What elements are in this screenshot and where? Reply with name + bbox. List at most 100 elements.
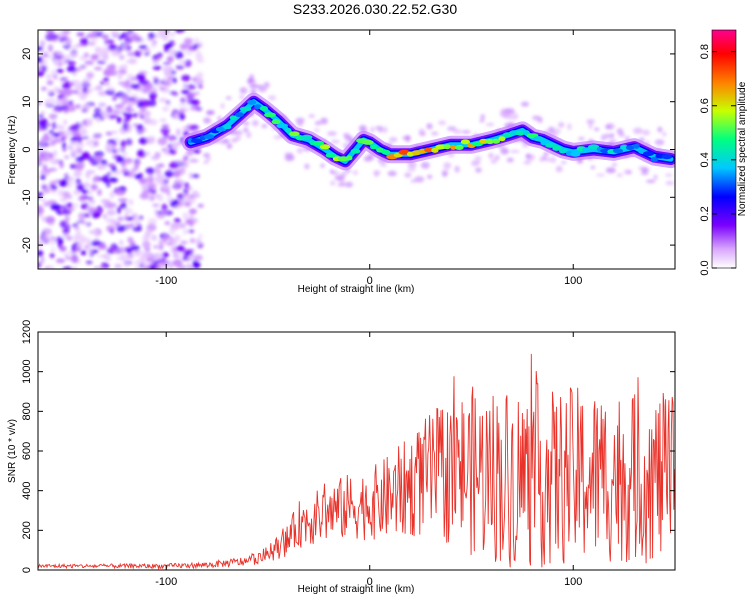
noise-speck [42,65,47,73]
noise-speck [105,131,113,136]
noise-speck [66,65,77,73]
noise-speck [48,129,54,136]
noise-speck [173,251,180,259]
noise-speck [154,151,161,158]
noise-speck [170,32,175,37]
noise-speck [314,120,322,126]
noise-speck [139,115,145,119]
noise-speck [128,199,134,206]
noise-speck [87,88,92,95]
noise-speck [596,173,606,177]
colorbar-tick-label: 0.4 [699,152,711,167]
noise-speck [155,163,165,168]
noise-speck [71,244,77,253]
noise-speck [163,233,169,242]
noise-speck [94,107,102,116]
ridge-point [559,148,568,154]
noise-speck [54,139,61,143]
noise-speck [438,120,447,126]
noise-speck [180,97,186,104]
noise-speck [144,248,151,252]
noise-speck [159,118,167,123]
noise-speck [86,33,96,39]
noise-speck [130,77,139,81]
noise-speck [239,87,248,94]
noise-speck [90,54,99,61]
noise-speck [38,56,43,63]
y-tick-label: 600 [21,442,33,460]
noise-speck [165,100,171,104]
noise-speck [192,260,198,264]
noise-speck [46,265,55,269]
noise-speck [130,84,140,89]
noise-speck [138,45,148,49]
noise-speck [46,97,57,105]
noise-speck [38,70,45,77]
noise-speck [96,59,106,65]
noise-speck [89,138,95,144]
colorbar-label: Normalized spectral amplitude [737,81,748,216]
noise-speck [116,206,122,214]
noise-speck [116,116,122,124]
noise-speck [56,68,64,73]
noise-speck [106,209,116,216]
noise-speck [110,219,117,225]
ridge-point [661,154,673,160]
noise-speck [375,126,384,130]
noise-speck [38,119,42,123]
noise-speck [586,119,595,124]
noise-speck [38,240,43,248]
colorbar-tick-label: 0.6 [699,98,711,113]
noise-speck [118,240,124,245]
noise-speck [404,172,412,178]
spectrogram-xlabel: Height of straight line (km) [298,284,415,295]
noise-speck [267,95,277,101]
noise-speck [158,97,168,103]
y-tick-label: 800 [21,402,33,420]
ridge-point [313,140,324,146]
noise-speck [112,95,118,102]
noise-speck [188,229,195,234]
noise-speck [304,163,310,170]
colorbar-tick-label: 0.0 [699,260,711,275]
noise-speck [85,237,91,246]
noise-speck [41,198,46,202]
noise-speck [578,136,585,141]
noise-speck [329,169,334,174]
noise-speck [183,228,188,235]
ridge-point [450,144,457,150]
noise-speck [558,122,565,128]
noise-speck [373,170,381,176]
noise-speck [82,87,89,94]
noise-speck [197,203,204,208]
noise-speck [77,93,85,97]
noise-speck [161,252,169,258]
noise-speck [156,82,162,87]
noise-speck [81,202,90,211]
noise-speck [109,190,115,199]
noise-speck [39,40,46,48]
noise-speck [308,114,315,118]
noise-speck [126,249,132,254]
noise-speck [665,180,674,186]
noise-speck [152,59,159,66]
noise-speck [168,90,177,95]
noise-speck [105,143,114,151]
ridge-point [650,156,659,162]
noise-speck [69,52,78,58]
noise-speck [59,220,67,228]
noise-speck [52,108,61,112]
noise-speck [157,52,163,59]
noise-speck [141,99,151,107]
noise-speck [330,139,340,144]
noise-speck [179,199,187,203]
noise-speck [248,77,254,84]
noise-speck [126,99,136,106]
noise-speck [40,150,49,155]
noise-speck [109,69,118,76]
noise-speck [188,208,197,215]
ridge-point [235,112,244,118]
noise-speck [136,35,141,41]
noise-speck [537,118,543,124]
noise-speck [56,31,65,37]
